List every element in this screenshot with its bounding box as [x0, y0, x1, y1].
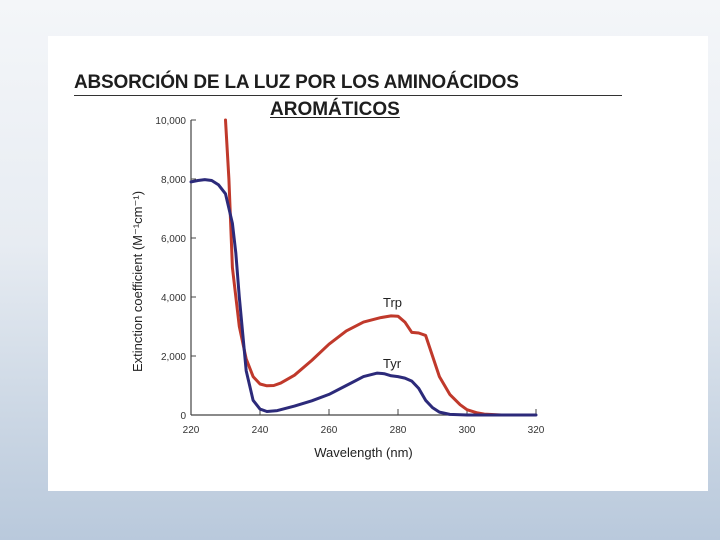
y-tick-label: 0	[180, 411, 186, 422]
series-line-trp	[224, 118, 503, 417]
y-tick-label: 4,000	[161, 293, 186, 304]
x-tick-label: 260	[321, 425, 338, 436]
chart-axes	[190, 120, 536, 416]
y-tick-label: 6,000	[161, 234, 186, 245]
slide-card: ABSORCIÓN DE LA LUZ POR LOS AMINOÁCIDOS …	[48, 36, 708, 491]
x-tick-label: 220	[183, 425, 200, 436]
slide-title-line-1: ABSORCIÓN DE LA LUZ POR LOS AMINOÁCIDOS	[74, 72, 622, 96]
series-label-trp: Trp	[383, 295, 402, 310]
series-line-tyr	[189, 178, 538, 417]
x-tick-label: 280	[390, 425, 407, 436]
x-axis-label: Wavelength (nm)	[314, 445, 413, 460]
x-tick-label: 320	[528, 425, 545, 436]
x-tick-label: 300	[459, 425, 476, 436]
absorption-chart: 220 240 260 280 300 320 0 2,000 4,000 6,000 8,000 1…	[130, 116, 545, 460]
y-tick-label: 10,000	[155, 116, 186, 127]
y-tick-label: 2,000	[161, 352, 186, 363]
chart-series	[189, 118, 538, 417]
slide-title-line-2: AROMÁTICOS	[270, 99, 400, 120]
y-tick-label: 8,000	[161, 175, 186, 186]
y-axis-label: Extinction coefficient (M⁻¹cm⁻¹)	[130, 191, 145, 372]
x-tick-label: 240	[252, 425, 269, 436]
chart-ticks: 220 240 260 280 300 320 0 2,000 4,000 6,000 8,000 1…	[155, 116, 544, 436]
chart-labels: Trp Tyr Wavelength (nm) Extinction coeffici…	[130, 191, 413, 460]
series-label-tyr: Tyr	[383, 356, 402, 371]
